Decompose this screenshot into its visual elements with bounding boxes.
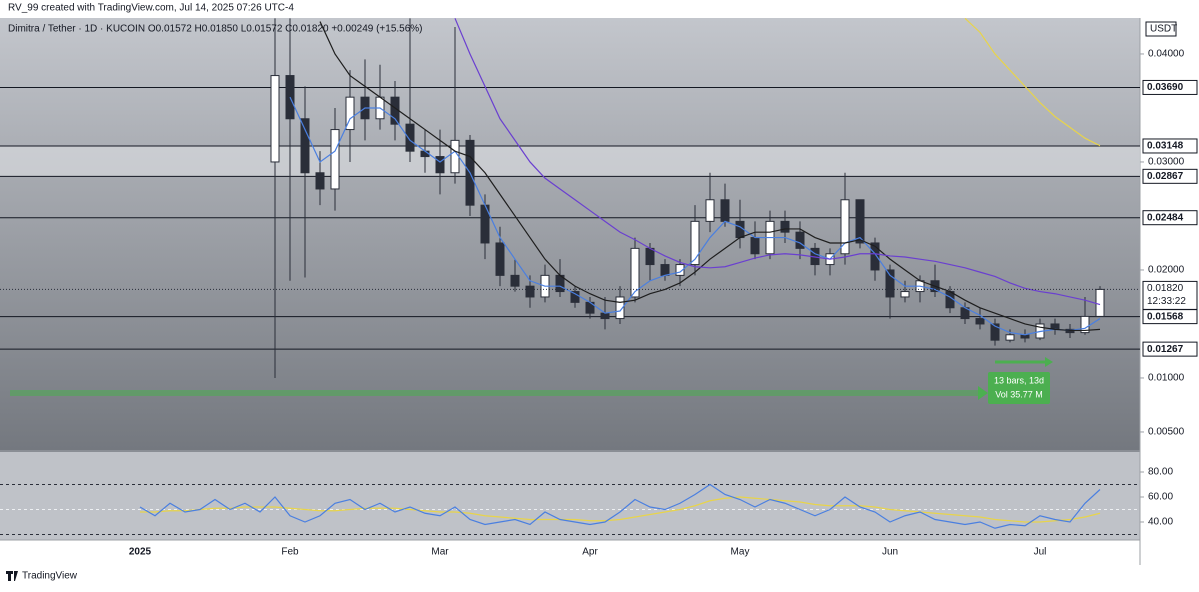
- level-label: 0.02867: [1147, 171, 1184, 182]
- measure-bars: 13 bars, 13d: [994, 375, 1044, 385]
- candle-body: [720, 199, 730, 222]
- candle-body: [795, 231, 805, 249]
- y-tick-label: 0.04000: [1148, 49, 1185, 60]
- candle-body: [450, 139, 460, 174]
- legend: Dimitra / Tether · 1D · KUCOIN O0.01572 …: [8, 24, 423, 35]
- candle-body: [435, 156, 445, 174]
- last-price-box: [1142, 280, 1198, 310]
- candle-body: [855, 199, 865, 244]
- measure-box: [988, 372, 1050, 404]
- candle-body: [750, 237, 760, 255]
- y-tick-label: 0.00500: [1148, 427, 1185, 438]
- x-tick-label: Apr: [582, 547, 598, 558]
- level-label: 0.03148: [1147, 141, 1184, 152]
- x-tick-label: Jun: [882, 547, 898, 558]
- arrow-head: [1045, 357, 1053, 367]
- candle-body: [900, 291, 910, 298]
- rsi-tick-label: 80.00: [1148, 467, 1173, 478]
- pane-separator: [0, 450, 1140, 452]
- level-label: 0.01267: [1147, 344, 1184, 355]
- candle-body: [870, 242, 880, 271]
- candle-body: [780, 220, 790, 233]
- price-pane: [0, 18, 1140, 450]
- candle-body: [840, 199, 850, 255]
- candle-body: [990, 323, 1000, 341]
- moving-average: [289, 96, 1101, 336]
- brand: TradingView: [22, 571, 78, 582]
- level-box: [1142, 210, 1198, 226]
- level-box: [1142, 138, 1198, 154]
- moving-average: [964, 18, 1101, 147]
- candle-body: [675, 264, 685, 276]
- x-tick-label: May: [731, 547, 750, 558]
- candle-body: [525, 285, 535, 298]
- candle-body: [270, 75, 280, 163]
- price-layer: [0, 18, 1140, 378]
- x-tick-label: Mar: [431, 547, 449, 558]
- candle-body: [975, 318, 985, 325]
- candle-body: [315, 172, 325, 190]
- countdown: 12:33:22: [1147, 296, 1186, 307]
- rsi-line: [139, 483, 1101, 529]
- moving-average: [454, 18, 1101, 306]
- candle-body: [570, 291, 580, 303]
- candle-body: [660, 264, 670, 276]
- candle-body: [510, 274, 520, 287]
- candle-body: [630, 247, 640, 298]
- y-tick-label: 0.03000: [1148, 157, 1185, 168]
- candle-body: [1095, 288, 1105, 317]
- level-box: [1142, 79, 1198, 95]
- currency: USDT: [1150, 24, 1177, 35]
- rsi-pane: [0, 452, 1140, 540]
- candle-body: [1005, 334, 1015, 341]
- candle-body: [705, 199, 715, 222]
- rsi-tick-label: 40.00: [1148, 517, 1173, 528]
- candle-body: [615, 296, 625, 320]
- last-price: 0.01820: [1147, 283, 1184, 294]
- candle-body: [330, 129, 340, 190]
- candle-body: [1080, 315, 1090, 334]
- currency-box: [1145, 21, 1177, 37]
- level-box: [1142, 341, 1198, 357]
- y-tick-label: 0.01000: [1148, 373, 1185, 384]
- level-box: [1142, 168, 1198, 184]
- rsi-ma: [140, 496, 1101, 523]
- y-tick-label: 0.02000: [1148, 265, 1185, 276]
- level-label: 0.01568: [1147, 311, 1184, 322]
- level-label: 0.03690: [1147, 82, 1184, 93]
- rsi-layer: [0, 483, 1140, 535]
- candle-body: [690, 220, 700, 266]
- candle-body: [600, 312, 610, 320]
- candle-body: [405, 123, 415, 152]
- candle-body: [300, 118, 310, 174]
- measure-volume: Vol 35.77 M: [995, 389, 1043, 399]
- x-tick-label: Feb: [281, 547, 299, 558]
- x-tick-label: 2025: [129, 547, 152, 558]
- moving-average: [319, 21, 1101, 332]
- x-tick-label: Jul: [1034, 547, 1047, 558]
- candle-body: [885, 269, 895, 298]
- candle-body: [645, 247, 655, 266]
- level-label: 0.02484: [1147, 212, 1184, 223]
- brand-logo: [6, 571, 18, 581]
- candle-body: [345, 96, 355, 131]
- zone: [0, 145, 1140, 177]
- rsi-tick-label: 60.00: [1148, 492, 1173, 503]
- credit: RV_99 created with TradingView.com, Jul …: [8, 3, 294, 14]
- arrow-head: [978, 386, 988, 400]
- candle-body: [495, 242, 505, 276]
